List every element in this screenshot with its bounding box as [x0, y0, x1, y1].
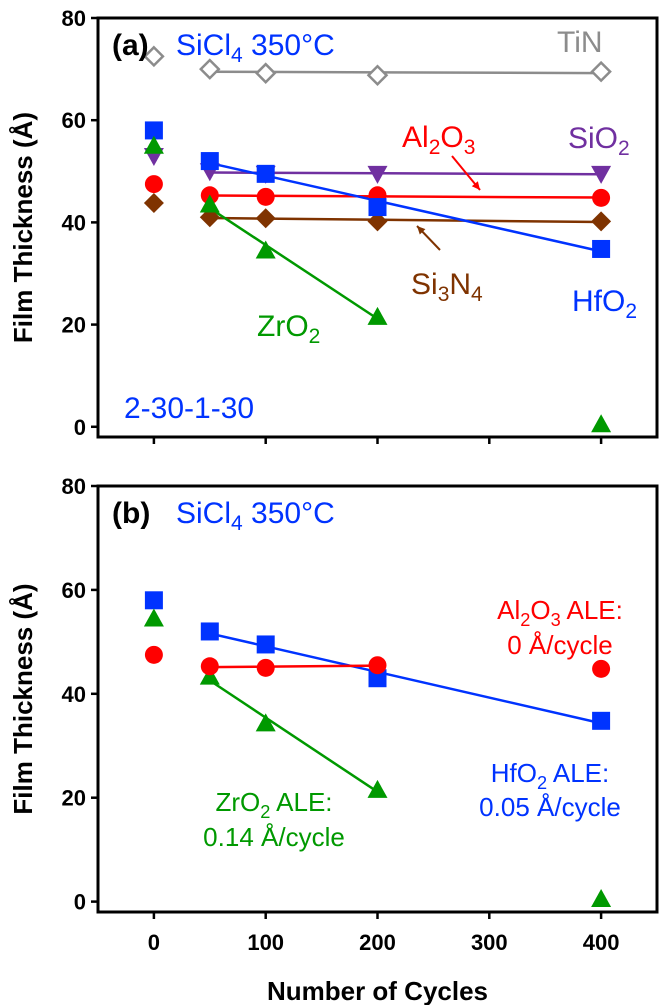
hfo2-ale-label-line2: 0.05 Å/cycle: [479, 792, 621, 822]
x-tick-label: 100: [247, 930, 284, 955]
fit-line-sio2: [209, 171, 602, 176]
data-point-al2o3: [144, 175, 163, 194]
data-point-si3n4: [143, 192, 164, 213]
series-label-sio2: SiO2: [568, 122, 630, 160]
hfo2-ale-label-line1: HfO2 ALE:: [491, 758, 610, 793]
x-tick-label: 200: [359, 930, 396, 955]
data-point-zro2: [199, 194, 220, 213]
data-point-zro2: [143, 135, 164, 154]
data-point-al2o3: [256, 187, 275, 206]
data-point-hfo2: [200, 622, 219, 641]
data-point-hfo2: [144, 591, 163, 610]
fit-line-al2o3: [209, 664, 378, 669]
data-point-al2o3: [592, 659, 611, 678]
y-axis-title: Film Thickness (Å): [8, 112, 38, 343]
fit-line-hfo2: [209, 161, 602, 253]
data-point-hfo2: [368, 198, 387, 217]
data-point-al2o3: [200, 657, 219, 676]
data-point-si3n4: [255, 208, 276, 229]
data-point-hfo2: [368, 669, 387, 688]
data-point-al2o3: [256, 658, 275, 677]
panel-label: (b): [112, 497, 150, 530]
data-point-zro2: [367, 779, 388, 798]
fit-line-zro2: [209, 679, 379, 793]
fit-line-zro2: [209, 207, 379, 320]
si3n4-arrow-head: [417, 226, 426, 235]
y-tick-label: 80: [62, 6, 86, 31]
data-point-zro2: [143, 608, 164, 627]
y-tick-label: 40: [62, 682, 86, 707]
x-tick-label: 400: [583, 930, 620, 955]
data-point-tin: [199, 58, 221, 80]
series-label-zro2: ZrO2: [257, 310, 320, 348]
data-point-tin: [590, 60, 612, 83]
data-point-zro2: [591, 889, 612, 908]
data-point-zro2: [255, 713, 276, 732]
y-tick-label: 20: [62, 786, 86, 811]
al2o3-ale-label-line1: Al2O3 ALE:: [497, 595, 623, 630]
data-point-sio2: [367, 165, 388, 184]
plot-frame: [96, 484, 659, 914]
al2o3-arrow-head: [471, 181, 480, 190]
fit-line-hfo2: [209, 632, 602, 725]
panel-a: 0 20 40 60 80 Film Thickness (Å) (a) SiCl4 350°…: [8, 6, 659, 444]
y-tick-label: 60: [62, 108, 86, 133]
data-point-hfo2: [200, 152, 219, 171]
series-label-si3n4: Si3N4: [411, 268, 483, 306]
panel-label: (a): [112, 29, 149, 62]
data-point-al2o3: [368, 656, 387, 675]
series-label-al2o3: Al2O3: [402, 121, 475, 159]
data-point-zro2: [255, 240, 276, 259]
data-point-hfo2: [592, 239, 611, 258]
data-point-zro2: [367, 306, 388, 325]
y-tick-label: 80: [62, 474, 86, 499]
data-point-hfo2: [256, 635, 275, 654]
data-point-tin: [254, 62, 277, 84]
y-tick-label: 60: [62, 578, 86, 603]
data-point-hfo2: [144, 121, 163, 140]
x-tick-label: 0: [148, 930, 160, 955]
data-point-al2o3: [144, 645, 163, 664]
y-tick-label: 0: [74, 415, 86, 440]
fit-line-al2o3: [209, 194, 602, 199]
y-tick-label: 0: [74, 890, 86, 915]
data-point-hfo2: [256, 164, 275, 183]
zro2-ale-label-line2: 0.14 Å/cycle: [203, 822, 345, 852]
y-tick-label: 20: [62, 313, 86, 338]
y-tick-label: 40: [62, 210, 86, 235]
panel-title: SiCl4 350°C: [176, 497, 335, 535]
data-point-tin: [366, 64, 389, 86]
panel-b: 0 20 40 60 80 0 100 200 300 400 Film Thickness (Å)…: [8, 474, 659, 1005]
data-point-tin: [143, 45, 165, 68]
series-label-hfo2: HfO2: [572, 285, 637, 323]
data-point-sio2: [591, 165, 612, 184]
x-tick-label: 300: [471, 930, 508, 955]
data-point-zro2: [199, 666, 220, 685]
data-point-si3n4: [367, 211, 388, 232]
panel-title: SiCl4 350°C: [176, 29, 335, 67]
data-point-hfo2: [592, 711, 611, 730]
data-point-zro2: [591, 414, 612, 433]
recipe-label: 2-30-1-30: [124, 392, 254, 425]
al2o3-ale-label-line2: 0 Å/cycle: [507, 630, 613, 660]
zro2-ale-label-line1: ZrO2 ALE:: [215, 787, 332, 822]
data-point-al2o3: [592, 188, 611, 207]
x-axis-title: Number of Cycles: [267, 976, 488, 1005]
y-axis-title: Film Thickness (Å): [8, 583, 38, 814]
series-label-tin: TiN: [557, 26, 603, 59]
data-point-si3n4: [591, 211, 612, 232]
